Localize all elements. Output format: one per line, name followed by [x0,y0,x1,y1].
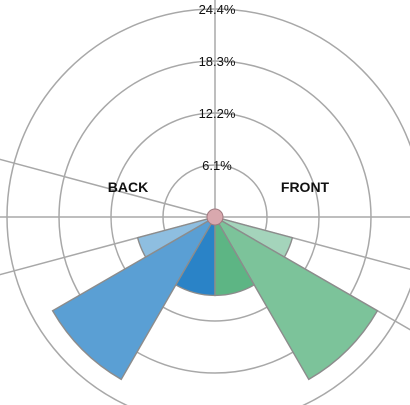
radial-tick-label-18-3: 18.3% [199,54,236,69]
center-marker [206,208,224,226]
front-slice-2 [213,215,379,381]
radial-tick-label-6-1: 6.1% [202,158,232,173]
slices [51,214,379,381]
back-slice-3 [136,216,216,259]
radial-tick-label-24-4: 24.4% [199,2,236,17]
radial-tick-label-12-2: 12.2% [199,106,236,121]
back-slice-2 [51,215,217,381]
front-label: FRONT [281,179,330,195]
labels: 6.1% 12.2% 18.3% 24.4% BACK FRONT [108,2,330,195]
grid-spoke-195 [0,158,216,218]
front-slice-3 [214,214,256,297]
back-label: BACK [108,179,148,195]
